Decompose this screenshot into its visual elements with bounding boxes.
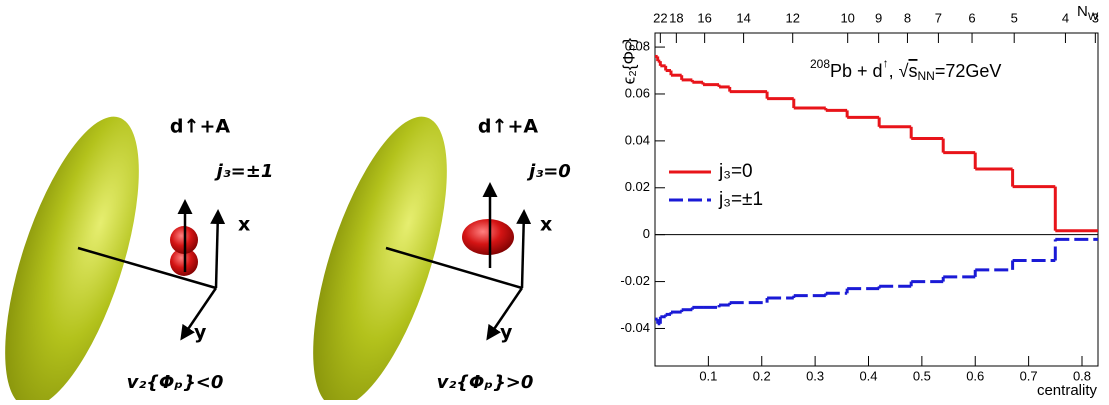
- y-tick-label: 0.08: [625, 39, 650, 54]
- caption: v₂{Φₚ}<0: [127, 372, 224, 393]
- state: j₃=0: [526, 161, 571, 182]
- x-tick-label: 0.5: [913, 368, 931, 383]
- y-tick-label: 0.06: [625, 85, 650, 100]
- x2-tick-label: 22: [653, 10, 667, 25]
- x2-tick-label: 9: [875, 10, 882, 25]
- x2-tick-label: 6: [968, 10, 975, 25]
- label: d↑+A: [170, 116, 230, 138]
- x-tick-label: 0.4: [859, 368, 877, 383]
- figure: d↑+A j₃=±1 x y v₂{Φₚ}<0 d↑+A j₃=0 x y v₂…: [0, 0, 1109, 400]
- deuteron-torus: [462, 219, 514, 255]
- x2-tick-label: 7: [935, 10, 942, 25]
- x-tick-label: 0.1: [699, 368, 717, 383]
- legend-label: j₃=0: [718, 161, 753, 182]
- diagram-right: d↑+A j₃=0 x y v₂{Φₚ}>0: [285, 102, 570, 400]
- title-part: 208: [810, 57, 830, 71]
- legend-label: j₃=±1: [718, 189, 763, 210]
- x2-tick-label: 5: [1011, 10, 1018, 25]
- x2-tick-label: 18: [669, 10, 683, 25]
- nucleus: [285, 102, 474, 400]
- x-arrow: [522, 212, 524, 288]
- x-axis-label: x: [540, 214, 552, 236]
- state: j₃=±1: [214, 161, 274, 182]
- x-axis-label: x: [238, 214, 250, 236]
- y-axis-label: y: [500, 322, 513, 344]
- y-axis-label: y: [194, 322, 207, 344]
- title-part: , √: [889, 61, 909, 81]
- nucleus: [0, 102, 167, 400]
- x2-tick-label: 4: [1062, 10, 1069, 25]
- chart-title: 208Pb + d↑, √sNN=72GeV: [810, 56, 1001, 83]
- title-part: NN: [917, 69, 934, 83]
- x-tick-label: 0.8: [1073, 368, 1091, 383]
- x2-tick-label: 3: [1092, 10, 1099, 25]
- label: d↑+A: [478, 116, 538, 138]
- x-tick-label: 0.6: [966, 368, 984, 383]
- x2-title-main: N: [1077, 3, 1088, 20]
- title-part: =72GeV: [935, 61, 1002, 81]
- caption: v₂{Φₚ}>0: [437, 372, 534, 393]
- x-tick-label: 0.2: [753, 368, 771, 383]
- y-tick-label: -0.04: [620, 320, 650, 335]
- x2-tick-label: 12: [785, 10, 799, 25]
- y-tick-label: 0.02: [625, 179, 650, 194]
- x2-tick-label: 8: [904, 10, 911, 25]
- chart: 208Pb + d↑, √sNN=72GeV ϵ₂{Φₚ} centrality…: [619, 3, 1098, 399]
- title-part: s: [908, 61, 917, 81]
- y-tick-label: 0: [643, 226, 650, 241]
- x-axis-title: centrality: [1037, 382, 1098, 399]
- x2-tick-label: 16: [697, 10, 711, 25]
- x2-tick-label: 14: [736, 10, 750, 25]
- x2-tick-label: 10: [840, 10, 854, 25]
- x-tick-label: 0.7: [1020, 368, 1038, 383]
- x-arrow: [216, 212, 218, 288]
- y-tick-label: -0.02: [620, 273, 650, 288]
- x-tick-label: 0.3: [806, 368, 824, 383]
- y-tick-label: 0.04: [625, 132, 650, 147]
- diagram-left: d↑+A j₃=±1 x y v₂{Φₚ}<0: [0, 102, 273, 400]
- title-part: Pb + d: [830, 61, 883, 81]
